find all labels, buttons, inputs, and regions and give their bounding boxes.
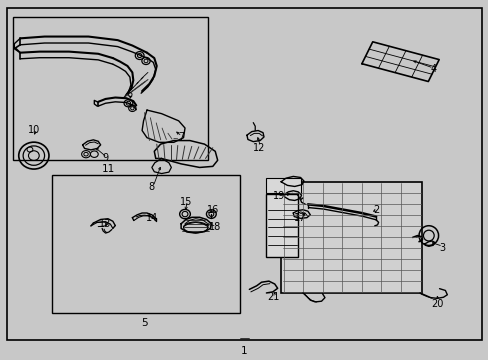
Text: 4: 4 (430, 64, 436, 74)
Bar (266, 194, 298, 257)
Text: 20: 20 (430, 299, 443, 309)
Bar (266, 178, 300, 193)
Bar (13, 17, 207, 160)
Text: 9: 9 (102, 153, 108, 163)
Text: 2: 2 (372, 206, 379, 216)
Bar (52, 175, 239, 313)
Text: 12: 12 (252, 143, 265, 153)
Text: 5: 5 (141, 318, 147, 328)
Text: 14: 14 (145, 213, 158, 222)
Text: 11: 11 (101, 164, 114, 174)
Text: 19: 19 (272, 191, 284, 201)
Text: 10: 10 (28, 125, 40, 135)
Text: 16: 16 (206, 206, 219, 216)
Bar (281, 182, 422, 293)
Text: 8: 8 (148, 182, 155, 192)
Text: 15: 15 (180, 197, 192, 207)
Text: 13: 13 (99, 219, 111, 229)
Text: 1: 1 (241, 346, 247, 356)
Text: 21: 21 (267, 292, 279, 302)
Text: 6: 6 (126, 89, 133, 99)
Text: 18: 18 (209, 222, 221, 231)
Text: 17: 17 (294, 213, 306, 222)
Text: 7: 7 (178, 132, 184, 142)
Text: 3: 3 (438, 243, 444, 253)
